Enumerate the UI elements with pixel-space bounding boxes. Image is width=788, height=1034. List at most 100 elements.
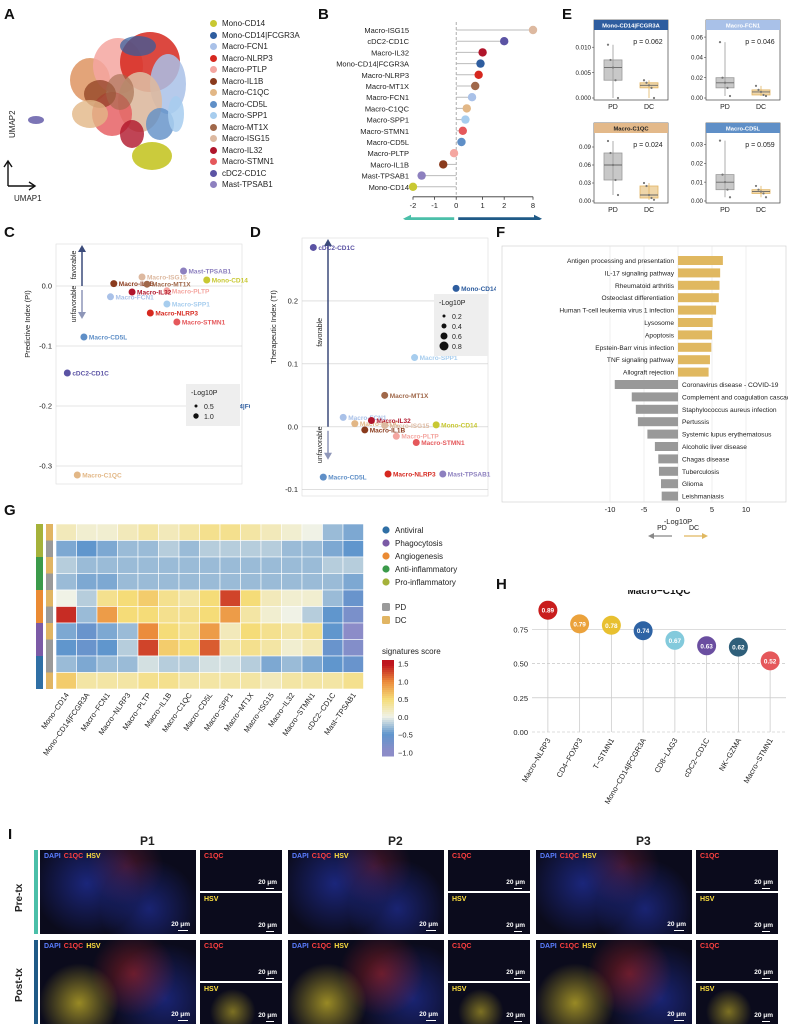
bar: [654, 442, 678, 451]
heatmap-cell: [322, 523, 344, 541]
heatmap-cell: [240, 622, 262, 640]
thumbnail-channel-label: C1QC: [204, 943, 224, 950]
lollipop-dot: [462, 104, 471, 113]
scatter-point: [367, 416, 375, 424]
favorable-arrow-head: [78, 245, 86, 252]
legend-swatch: [210, 123, 217, 131]
scatter-point: [180, 267, 188, 275]
legend-swatch: [210, 20, 217, 28]
legend-swatch: [210, 158, 217, 166]
y-tick-label: 0.25: [513, 694, 528, 703]
scatter-point: [439, 470, 447, 478]
point-label: Macro-SPP1: [420, 355, 458, 362]
heatmap-cell: [240, 655, 262, 673]
group-legend-label: Angiogenesis: [395, 552, 443, 561]
pathway-label: Lysosome: [644, 320, 674, 327]
bar: [678, 305, 717, 315]
pathway-label: Allograft rejection: [623, 370, 674, 377]
channel-labels: DAPI C1QC HSV: [540, 943, 600, 950]
category-label: cDC2−CD1C: [682, 736, 712, 779]
favorable-arrow-head: [324, 239, 332, 246]
scale-bar-label: 20 μm: [506, 922, 525, 929]
pathway-label: Tuberculosis: [682, 469, 720, 476]
point-label: Macro-ISG15: [390, 423, 430, 430]
heatmap-cell: [199, 523, 221, 541]
row-color-bar: [34, 940, 38, 1024]
box-point: [645, 184, 648, 188]
point-label: cDC2-CD1C: [72, 371, 109, 378]
legend-swatch: [210, 146, 217, 154]
heatmap-cell: [281, 540, 303, 558]
umap-plot: [3, 32, 186, 191]
box-point: [614, 178, 617, 182]
scale-bar-label: 20 μm: [506, 969, 525, 976]
scale-bar: [762, 887, 770, 889]
heatmap-cell: [117, 573, 139, 591]
x-category-label: DC: [644, 104, 654, 111]
thumbnail-channel-label: HSV: [452, 986, 467, 993]
heatmap-cell: [137, 606, 159, 624]
scatter-point: [452, 284, 460, 292]
y-tick-label: 0.005: [576, 70, 592, 77]
scale-bar-label: 20 μm: [419, 1011, 438, 1018]
heatmap-cell: [55, 556, 77, 574]
pathway-label: Glioma: [682, 481, 703, 488]
row-status-annotation: [46, 623, 53, 640]
heatmap-cell: [137, 639, 159, 657]
category-label: Macro−NLRP3: [520, 737, 552, 784]
heatmap-cell: [240, 523, 262, 541]
x-axis-label: -Log10P: [664, 517, 692, 526]
heatmap-cell: [281, 672, 303, 690]
point-label: Macro-FCN1: [348, 415, 387, 422]
panel-label-g: G: [4, 502, 16, 519]
size-legend-dot: [439, 341, 449, 351]
heatmap-cell: [260, 655, 282, 673]
heatmap-cell: [199, 655, 221, 673]
heatmap-cell: [158, 589, 180, 607]
box-point: [718, 139, 722, 142]
colorbar-segment: [382, 664, 394, 667]
colorbar-segment: [382, 750, 394, 753]
box-point: [762, 93, 765, 97]
box-point: [721, 76, 724, 79]
legend-label: Mono-CD14|FCGR3A: [222, 30, 300, 40]
channel-labels: DAPI C1QC HSV: [44, 853, 104, 860]
heatmap-cell: [281, 556, 303, 574]
x-tick-label: -5: [641, 505, 648, 514]
group-legend-dot: [382, 565, 390, 573]
channel-label: C1QC: [63, 853, 84, 860]
colorbar-segment: [382, 710, 394, 713]
scatter-point: [319, 473, 327, 481]
box-point: [647, 84, 651, 87]
heatmap-cell: [178, 639, 200, 657]
size-legend-title: -Log10P: [439, 300, 466, 307]
y-tick-label: 0.75: [513, 625, 528, 634]
colorbar-segment: [382, 714, 394, 717]
scale-bar-label: 20 μm: [754, 969, 773, 976]
heatmap-cell: [96, 639, 118, 657]
scatter-point: [110, 280, 118, 288]
heatmap-cell: [199, 672, 221, 690]
box-point: [757, 88, 760, 91]
channel-label: DAPI: [292, 853, 309, 860]
unfavorable-arrow-head: [324, 452, 332, 460]
box-point: [609, 58, 612, 62]
status-legend-label: DC: [395, 616, 407, 625]
umap-axis-y-label: UMAP2: [8, 110, 17, 138]
point-label: Macro-STMN1: [182, 320, 226, 327]
row-group-annotation: [36, 656, 43, 673]
heatmap-cell: [178, 556, 200, 574]
scale-bar: [514, 1020, 522, 1022]
legend-label: Macro-C1QC: [222, 88, 270, 98]
lollipop-dot: [728, 637, 748, 657]
x-tick-label: 10: [742, 505, 750, 514]
x-tick-label: 8: [531, 201, 535, 210]
lollipop-dot: [417, 171, 426, 180]
panel-label-c: C: [4, 224, 15, 241]
patient-label: P1: [140, 834, 155, 848]
row-status-annotation: [46, 590, 53, 607]
channel-label: HSV: [334, 853, 349, 860]
patient-label: P3: [636, 834, 651, 848]
size-legend-dot: [194, 404, 198, 408]
legend-swatch: [210, 77, 217, 85]
